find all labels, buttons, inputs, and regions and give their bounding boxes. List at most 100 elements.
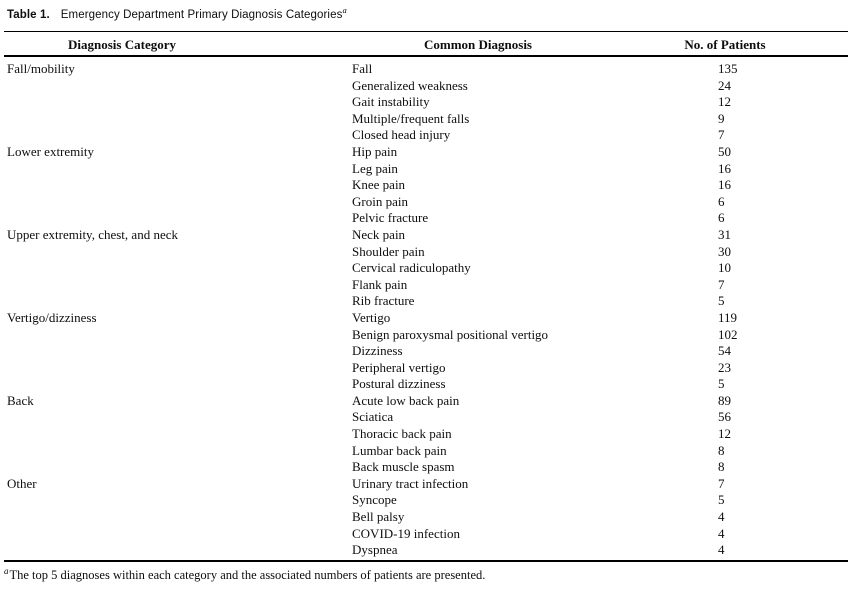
cell-patient-count: 56 xyxy=(718,409,731,425)
cell-common-diagnosis: Lumbar back pain xyxy=(352,442,447,458)
cell-patient-count: 7 xyxy=(718,127,725,143)
cell-diagnosis-category xyxy=(7,376,352,393)
table-row: Leg pain 16 xyxy=(7,161,848,178)
table-row: Dizziness 54 xyxy=(7,343,848,360)
cell-diagnosis-category xyxy=(7,360,352,377)
cell-diagnosis-category xyxy=(7,426,352,443)
cell-common-diagnosis: Dyspnea xyxy=(352,542,398,558)
cell-common-diagnosis: Neck pain xyxy=(352,226,406,242)
cell-common-diagnosis: Multiple/frequent falls xyxy=(352,110,470,126)
table-row: Lumbar back pain 8 xyxy=(7,443,848,460)
cell-common-diagnosis: Pelvic fracture xyxy=(352,210,429,226)
cell-patient-count: 135 xyxy=(718,61,738,76)
cell-common-diagnosis: Gait instability xyxy=(352,94,430,110)
cell-diagnosis-category xyxy=(7,78,352,95)
cell-diagnosis-category xyxy=(7,492,352,509)
cell-patient-count: 10 xyxy=(718,260,731,276)
table-row: Flank pain 7 xyxy=(7,277,848,294)
table-body: Fall/mobility Fall 135 Generalized weakness… xyxy=(7,61,848,559)
cell-common-diagnosis: Vertigo xyxy=(352,309,391,325)
footnote-text: The top 5 diagnoses within each category… xyxy=(9,568,486,582)
cell-diagnosis-category: Fall/mobility xyxy=(7,61,75,76)
cell-diagnosis-category xyxy=(7,94,352,111)
cell-common-diagnosis: Acute low back pain xyxy=(352,392,460,408)
table-row: Shoulder pain 30 xyxy=(7,244,848,261)
table-row: Dyspnea 4 xyxy=(7,542,848,559)
cell-patient-count: 8 xyxy=(718,459,725,475)
cell-diagnosis-category xyxy=(7,509,352,526)
cell-patient-count: 23 xyxy=(718,359,731,375)
table-caption-footnote-marker: a xyxy=(342,5,347,16)
cell-common-diagnosis: Groin pain xyxy=(352,193,408,209)
cell-common-diagnosis: COVID-19 infection xyxy=(352,525,460,541)
col-header-diagnosis-category: Diagnosis Category xyxy=(68,37,176,52)
cell-common-diagnosis: Benign paroxysmal positional vertigo xyxy=(352,326,549,342)
cell-diagnosis-category xyxy=(7,409,352,426)
table-caption-text: Emergency Department Primary Diagnosis C… xyxy=(60,9,343,21)
cell-common-diagnosis: Shoulder pain xyxy=(352,243,425,259)
cell-diagnosis-category: Upper extremity, chest, and neck xyxy=(7,226,178,242)
cell-diagnosis-category xyxy=(7,459,352,476)
bottom-rule xyxy=(4,560,848,562)
cell-common-diagnosis: Flank pain xyxy=(352,276,408,292)
cell-patient-count: 102 xyxy=(718,326,738,342)
table-row: Thoracic back pain 12 xyxy=(7,426,848,443)
cell-diagnosis-category xyxy=(7,260,352,277)
table-row: Gait instability 12 xyxy=(7,94,848,111)
cell-common-diagnosis: Fall xyxy=(352,61,373,76)
cell-patient-count: 4 xyxy=(718,525,725,541)
cell-diagnosis-category xyxy=(7,177,352,194)
cell-patient-count: 16 xyxy=(718,177,731,193)
cell-patient-count: 5 xyxy=(718,492,725,508)
table-row: Back Acute low back pain 89 xyxy=(7,393,848,410)
cell-common-diagnosis: Cervical radiculopathy xyxy=(352,260,471,276)
col-header-common-diagnosis: Common Diagnosis xyxy=(424,37,532,52)
cell-common-diagnosis: Sciatica xyxy=(352,409,394,425)
col-header-no-of-patients: No. of Patients xyxy=(684,37,766,52)
cell-common-diagnosis: Knee pain xyxy=(352,177,406,193)
cell-common-diagnosis: Thoracic back pain xyxy=(352,426,452,442)
cell-patient-count: 16 xyxy=(718,160,731,176)
cell-diagnosis-category xyxy=(7,343,352,360)
cell-diagnosis-category xyxy=(7,327,352,344)
cell-common-diagnosis: Hip pain xyxy=(352,143,398,159)
cell-common-diagnosis: Back muscle spasm xyxy=(352,459,455,475)
cell-patient-count: 9 xyxy=(718,110,725,126)
table-row: Benign paroxysmal positional vertigo 102 xyxy=(7,327,848,344)
cell-patient-count: 7 xyxy=(718,276,725,292)
table-row: Knee pain 16 xyxy=(7,177,848,194)
table-row: Back muscle spasm 8 xyxy=(7,459,848,476)
table-row: Other Urinary tract infection 7 xyxy=(7,476,848,493)
cell-patient-count: 5 xyxy=(718,376,725,392)
table-row: Postural dizziness 5 xyxy=(7,376,848,393)
top-rule xyxy=(4,31,848,33)
cell-patient-count: 12 xyxy=(718,426,731,442)
cell-patient-count: 6 xyxy=(718,210,725,226)
cell-diagnosis-category: Lower extremity xyxy=(7,143,94,159)
table-row: Lower extremity Hip pain 50 xyxy=(7,144,848,161)
cell-common-diagnosis: Postural dizziness xyxy=(352,376,446,392)
cell-diagnosis-category xyxy=(7,293,352,310)
table-row: Closed head injury 7 xyxy=(7,127,848,144)
table-footnote: aThe top 5 diagnoses within each categor… xyxy=(4,566,486,583)
cell-diagnosis-category xyxy=(7,526,352,543)
cell-diagnosis-category xyxy=(7,161,352,178)
table-row: Multiple/frequent falls 9 xyxy=(7,111,848,128)
table-row: Generalized weakness 24 xyxy=(7,78,848,95)
table-caption-label: Table 1. xyxy=(7,9,50,21)
cell-patient-count: 5 xyxy=(718,293,725,309)
cell-diagnosis-category xyxy=(7,443,352,460)
cell-patient-count: 50 xyxy=(718,143,731,159)
cell-diagnosis-category xyxy=(7,210,352,227)
table-row: Syncope 5 xyxy=(7,492,848,509)
cell-common-diagnosis: Generalized weakness xyxy=(352,77,468,93)
cell-diagnosis-category: Other xyxy=(7,475,37,491)
cell-common-diagnosis: Leg pain xyxy=(352,160,398,176)
table-row: Vertigo/dizziness Vertigo 119 xyxy=(7,310,848,327)
cell-patient-count: 12 xyxy=(718,94,731,110)
cell-patient-count: 6 xyxy=(718,193,725,209)
cell-common-diagnosis: Rib fracture xyxy=(352,293,415,309)
cell-patient-count: 7 xyxy=(718,475,725,491)
cell-diagnosis-category xyxy=(7,127,352,144)
table-row: Peripheral vertigo 23 xyxy=(7,360,848,377)
